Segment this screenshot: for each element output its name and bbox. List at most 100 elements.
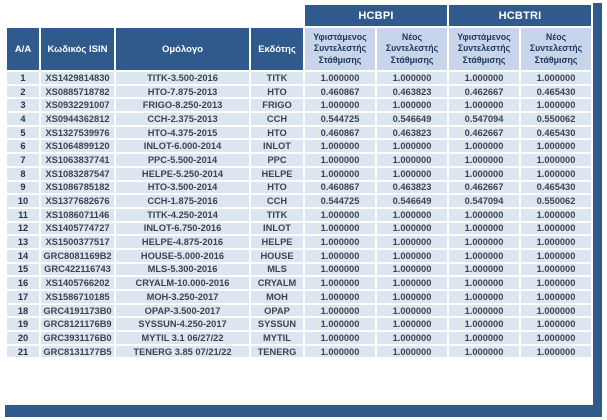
- isin-code: XS1086071146: [39, 206, 116, 223]
- hcbtri-new-weight: 1.000000: [519, 316, 594, 333]
- table-row: 16 XS1405766202 CRYALM-10.000-2016 CRYALM 1.…: [5, 275, 594, 291]
- row-number: 6: [5, 138, 41, 155]
- hcbtri-existing-weight: 1.000000: [447, 343, 522, 360]
- hcbtri-existing-weight: 1.000000: [447, 152, 522, 168]
- isin-code: XS1500377517: [39, 234, 116, 250]
- hcbpi-new-weight: 1.000000: [374, 97, 450, 114]
- bond-name: CCH-1.875-2016: [114, 193, 251, 209]
- isin-code: XS1405766202: [39, 275, 116, 291]
- hcbtri-new-weight: 1.000000: [519, 152, 594, 168]
- table-row: 5 XS1327539976 HTO-4.375-2015 HTO 0.460867 0.…: [5, 124, 594, 141]
- row-number: 15: [5, 261, 41, 278]
- isin-code: XS1063837741: [39, 152, 116, 168]
- hcbpi-existing-weight: 1.000000: [303, 247, 377, 264]
- hcbtri-new-weight: 0.465430: [519, 179, 594, 196]
- hcbpi-existing-weight: 1.000000: [303, 330, 377, 346]
- isin-code: XS1327539976: [39, 124, 116, 141]
- issuer: HELPE: [249, 234, 305, 250]
- isin-code: GRC422116743: [39, 261, 116, 278]
- isin-code: XS1083287547: [39, 165, 116, 182]
- row-number: 7: [5, 152, 41, 168]
- isin-code: XS1086785182: [39, 179, 116, 196]
- hcbtri-new-weight: 1.000000: [519, 302, 594, 319]
- hcbtri-existing-weight: 1.000000: [447, 316, 522, 333]
- hcbpi-existing-weight: 1.000000: [303, 302, 377, 319]
- header-blank-space: [5, 3, 305, 28]
- bond-name: HTO-7.875-2013: [114, 83, 251, 100]
- hcbtri-existing-weight: 0.547094: [447, 111, 522, 127]
- column-header-row: Α/Α Κωδικός ISIN Ομόλογο Εκδότης Υφιστάμ…: [5, 26, 594, 72]
- table-row: 19 GRC8121176B9 SYSSUN-4.250-2017 SYSSUN 1.0…: [5, 316, 594, 333]
- table-row: 10 XS1377682676 CCH-1.875-2016 CCH 0.544725 0…: [5, 193, 594, 209]
- hcbpi-existing-weight: 0.544725: [303, 111, 377, 127]
- hcbtri-new-weight: 0.550062: [519, 111, 594, 127]
- hcbpi-existing-weight: 1.000000: [303, 70, 377, 86]
- issuer: CCH: [249, 193, 305, 209]
- isin-code: XS1377682676: [39, 193, 116, 209]
- hcbpi-existing-weight: 1.000000: [303, 97, 377, 114]
- table-row: 13 XS1500377517 HELPE-4.875-2016 HELPE 1.000…: [5, 234, 594, 250]
- row-number: 12: [5, 220, 41, 237]
- hcbtri-existing-weight: 1.000000: [447, 138, 522, 155]
- hcbtri-new-weight: 1.000000: [519, 165, 594, 182]
- bond-name: HOUSE-5.000-2016: [114, 247, 251, 264]
- hcbpi-existing-weight: 1.000000: [303, 206, 377, 223]
- hcbtri-new-weight: 1.000000: [519, 261, 594, 278]
- hcbtri-new-weight: 1.000000: [519, 220, 594, 237]
- bond-name: MLS-5.300-2016: [114, 261, 251, 278]
- hcbtri-existing-weight: 1.000000: [447, 234, 522, 250]
- table-row: 12 XS1405774727 INLOT-6.750-2016 INLOT 1.000…: [5, 220, 594, 237]
- hcbtri-existing-weight: 1.000000: [447, 302, 522, 319]
- hcbpi-new-weight: 1.000000: [374, 165, 450, 182]
- hcbtri-existing-weight: 1.000000: [447, 70, 522, 86]
- bond-name: HTO-4.375-2015: [114, 124, 251, 141]
- hcbpi-existing-weight: 1.000000: [303, 316, 377, 333]
- row-number: 10: [5, 193, 41, 209]
- row-number: 3: [5, 97, 41, 114]
- hcbpi-new-weight: 1.000000: [374, 247, 450, 264]
- hcbpi-new-weight: 1.000000: [374, 152, 450, 168]
- row-number: 4: [5, 111, 41, 127]
- row-number: 17: [5, 289, 41, 305]
- table-row: 8 XS1083287547 HELPE-5.250-2014 HELPE 1.0000…: [5, 165, 594, 182]
- table-body: 1 XS1429814830 TITK-3.500-2016 TITK 1.000000…: [5, 70, 594, 360]
- table-row: 9 XS1086785182 HTO-3.500-2014 HTO 0.460867 0.…: [5, 179, 594, 196]
- isin-code: XS1405774727: [39, 220, 116, 237]
- table-row: 4 XS0944362812 CCH-2.375-2013 CCH 0.544725 0.…: [5, 111, 594, 127]
- issuer: TENERG: [249, 343, 305, 360]
- issuer: INLOT: [249, 138, 305, 155]
- issuer: HTO: [249, 179, 305, 196]
- hcbpi-existing-weight: 1.000000: [303, 152, 377, 168]
- hcbpi-new-weight: 0.463823: [374, 83, 450, 100]
- issuer: FRIGO: [249, 97, 305, 114]
- hcbpi-existing-weight: 0.460867: [303, 83, 377, 100]
- hcbtri-new-weight: 1.000000: [519, 275, 594, 291]
- table-row: 20 GRC3931176B0 MYTIL 3.1 06/27/22 MYTIL 1.0…: [5, 330, 594, 346]
- bond-name: HELPE-5.250-2014: [114, 165, 251, 182]
- hcbpi-new-weight: 1.000000: [374, 220, 450, 237]
- hcbpi-existing-weight: 1.000000: [303, 165, 377, 182]
- hcbtri-existing-weight: 1.000000: [447, 220, 522, 237]
- bond-name: HELPE-4.875-2016: [114, 234, 251, 250]
- hcbpi-existing-weight: 1.000000: [303, 234, 377, 250]
- hcbtri-new-weight: 1.000000: [519, 343, 594, 360]
- hcbpi-new-weight: 1.000000: [374, 316, 450, 333]
- hcbpi-existing-weight: 1.000000: [303, 261, 377, 278]
- hcbpi-existing-weight: 1.000000: [303, 275, 377, 291]
- bond-name: CCH-2.375-2013: [114, 111, 251, 127]
- col-header-isin: Κωδικός ISIN: [39, 26, 116, 72]
- hcbtri-existing-weight: 0.462667: [447, 124, 522, 141]
- isin-code: XS1429814830: [39, 70, 116, 86]
- col-header-bond: Ομόλογο: [114, 26, 251, 72]
- hcbpi-existing-weight: 0.544725: [303, 193, 377, 209]
- bond-name: OPAP-3.500-2017: [114, 302, 251, 319]
- col-header-hcbtri-existing-weight: Υφιστάμενος Συντελεστής Στάθμισης: [447, 26, 522, 72]
- hcbpi-existing-weight: 1.000000: [303, 289, 377, 305]
- bond-index-weights-table: HCBPI HCBTRI Α/Α Κωδικός ISIN Ομόλογο Εκ…: [5, 3, 594, 360]
- table-row: 2 XS0885718782 HTO-7.875-2013 HTO 0.460867 0.…: [5, 83, 594, 100]
- bond-name: SYSSUN-4.250-2017: [114, 316, 251, 333]
- hcbtri-existing-weight: 1.000000: [447, 247, 522, 264]
- bond-name: CRYALM-10.000-2016: [114, 275, 251, 291]
- hcbpi-new-weight: 1.000000: [374, 302, 450, 319]
- hcbpi-new-weight: 1.000000: [374, 275, 450, 291]
